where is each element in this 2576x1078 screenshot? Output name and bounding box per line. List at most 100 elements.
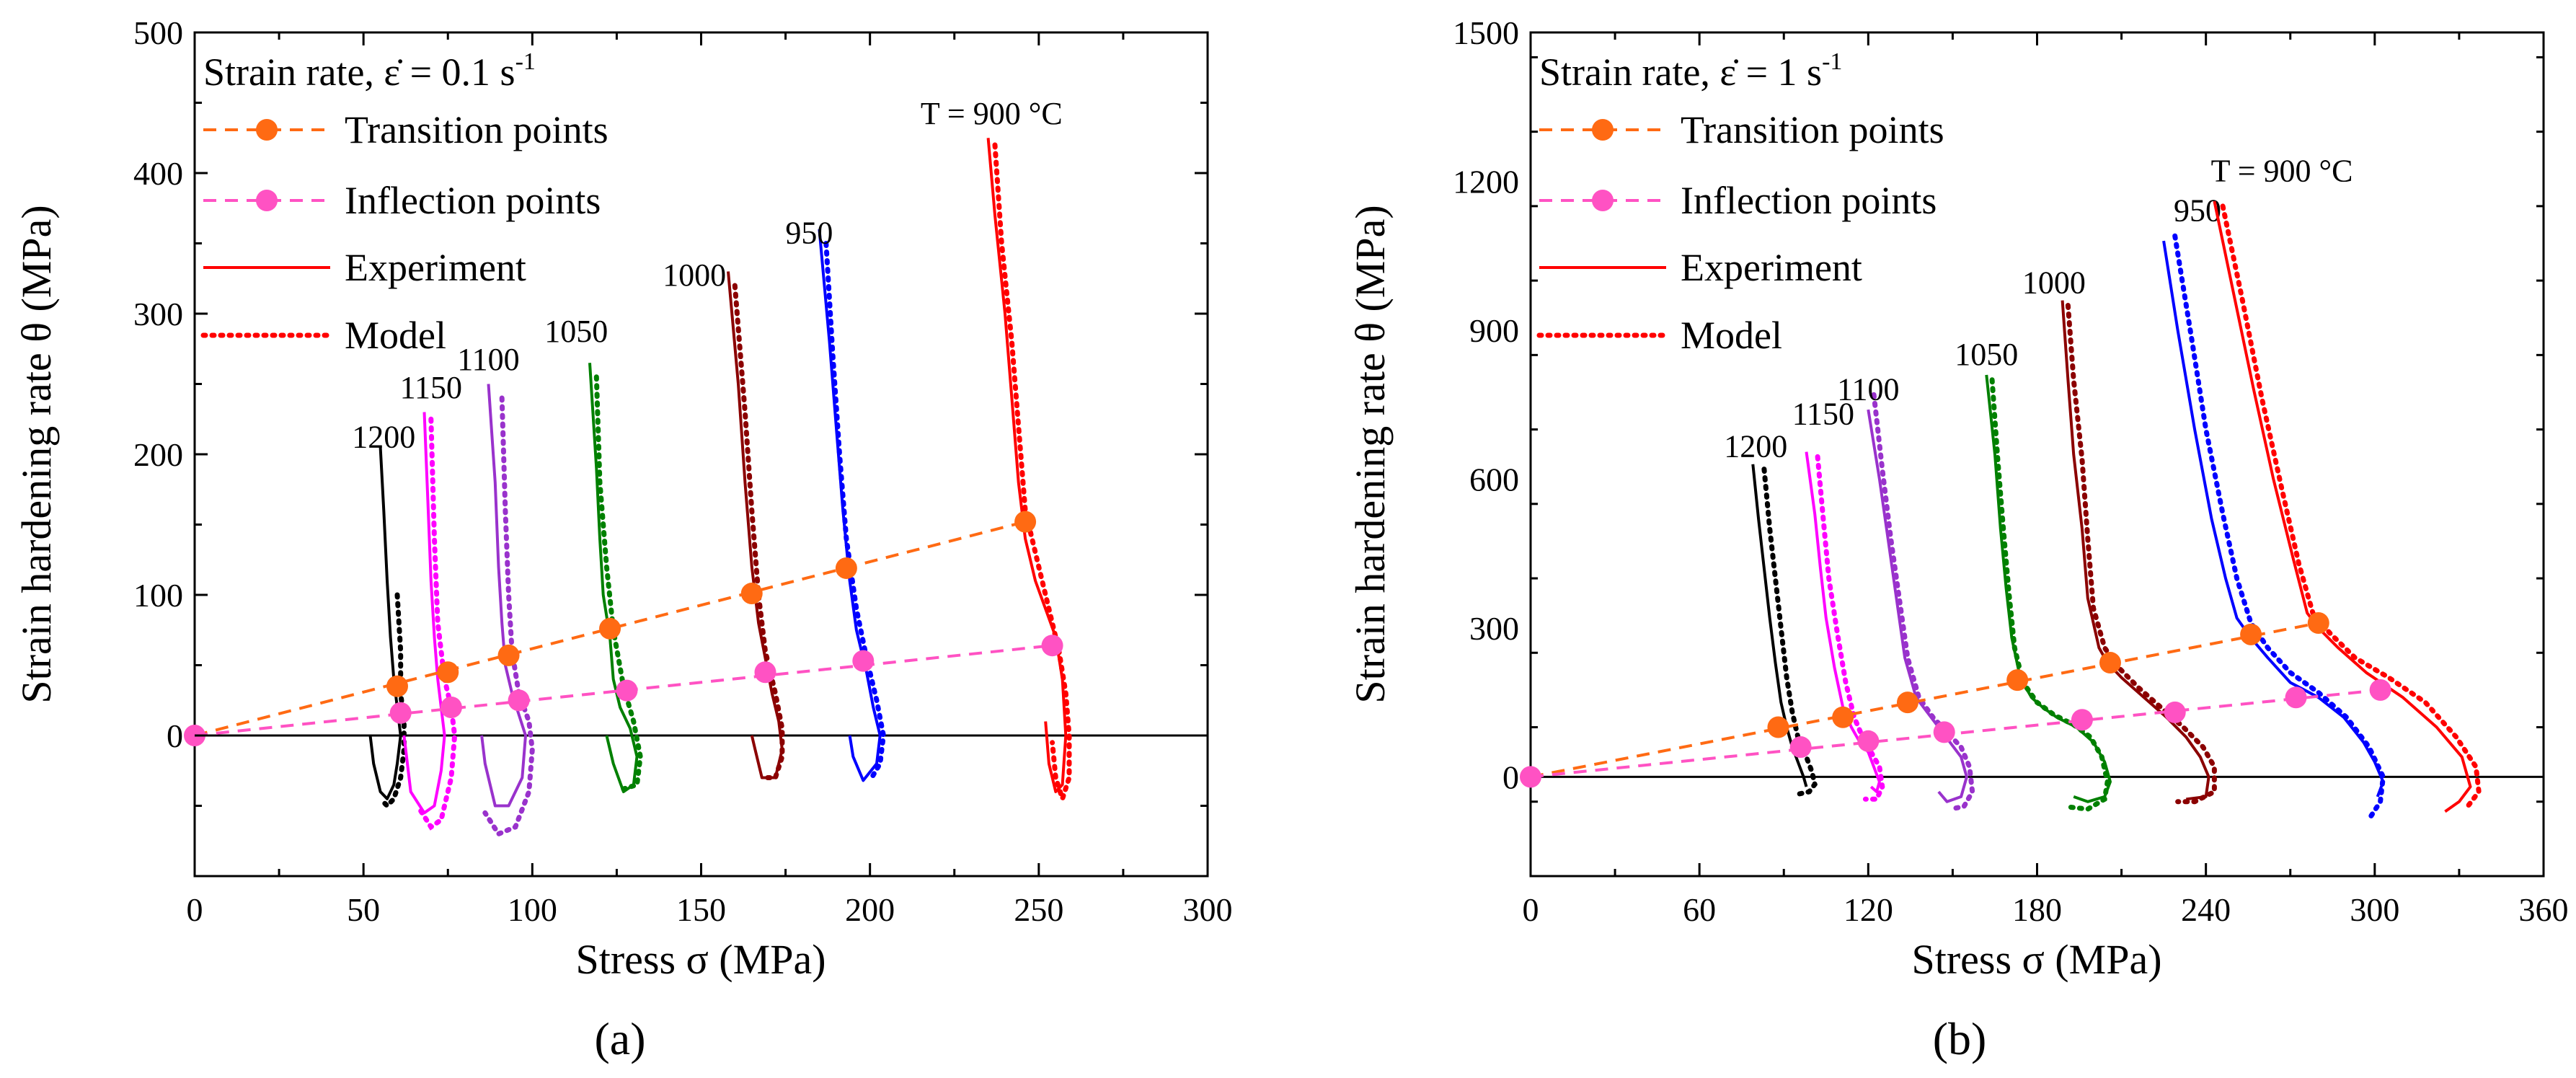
temperature-label-1000: 1000 bbox=[2022, 265, 2086, 300]
y-tick-label: 300 bbox=[1469, 610, 1519, 647]
temperature-label-1150: 1150 bbox=[1792, 397, 1854, 432]
plot-frame-b bbox=[1529, 31, 2545, 878]
transition-point bbox=[1767, 716, 1789, 738]
model-curve-950 bbox=[823, 241, 886, 783]
model-curve-1150 bbox=[1815, 454, 1885, 802]
legend-label-inflection-a: Inflection points bbox=[345, 179, 601, 222]
experiment-curve-900 bbox=[986, 138, 1068, 793]
inflection-point bbox=[852, 650, 875, 672]
y-tick-label: 1200 bbox=[1453, 163, 1519, 200]
experiment-curve-900 bbox=[2213, 200, 2472, 813]
legend-label-model-a: Model bbox=[345, 314, 446, 357]
transition-trend-line bbox=[194, 520, 1026, 737]
inflection-trend-line bbox=[1530, 688, 2381, 779]
legend-marker-inflection-b bbox=[1592, 190, 1614, 211]
inflection-point bbox=[616, 679, 638, 702]
experiment-curve-950 bbox=[2162, 240, 2385, 798]
temperature-label-1100: 1100 bbox=[457, 342, 519, 377]
model-curve-1100 bbox=[1871, 392, 1975, 812]
y-tick-label: 0 bbox=[1502, 759, 1519, 795]
inflection-trend-line bbox=[194, 644, 1053, 737]
x-axis-title-a: Stress σ (MPa) bbox=[575, 936, 826, 983]
experiment-curve-1000 bbox=[727, 271, 784, 779]
y-axis-title-a: Strain hardening rate θ (MPa) bbox=[13, 205, 60, 703]
transition-point bbox=[437, 661, 459, 684]
transition-point bbox=[386, 675, 408, 697]
experiment-curve-1200 bbox=[1751, 464, 1808, 787]
temperature-label-950: 950 bbox=[785, 216, 833, 251]
transition-point bbox=[1014, 511, 1037, 533]
y-tick-label: 100 bbox=[133, 577, 183, 614]
model-curve-950 bbox=[2172, 233, 2386, 822]
x-tick-label: 120 bbox=[1844, 891, 1893, 928]
x-tick-label: 250 bbox=[1014, 891, 1063, 928]
legend-a: Strain rate, ε̇ = 0.1 s-1 Transition poi… bbox=[200, 48, 608, 357]
model-curve-900 bbox=[992, 142, 1072, 808]
experiment-curve-1100 bbox=[480, 384, 527, 808]
inflection-point bbox=[2164, 701, 2186, 723]
panel-label-b: (b) bbox=[1933, 1013, 1987, 1064]
transition-point bbox=[2240, 623, 2262, 645]
y-tick-label: 500 bbox=[133, 14, 183, 51]
legend-marker-transition-a bbox=[256, 119, 278, 141]
y-tick-label: 200 bbox=[133, 436, 183, 473]
experiment-curve-1100 bbox=[1867, 409, 1968, 803]
transition-point bbox=[740, 583, 763, 605]
legend-label-experiment-a: Experiment bbox=[345, 246, 526, 289]
x-tick-label: 100 bbox=[508, 891, 557, 928]
model-curve-1100 bbox=[482, 395, 535, 837]
inflection-point bbox=[1857, 730, 1880, 752]
temperature-label-1000: 1000 bbox=[663, 257, 726, 293]
y-tick-label: 600 bbox=[1469, 461, 1519, 498]
x-tick-label: 60 bbox=[1683, 891, 1716, 928]
legend-title-a: Strain rate, ε̇ = 0.1 s-1 bbox=[203, 48, 536, 94]
x-tick-label: 300 bbox=[2350, 891, 2399, 928]
inflection-point bbox=[1520, 766, 1541, 788]
x-tick-label: 0 bbox=[1523, 891, 1539, 928]
inflection-point bbox=[2285, 686, 2307, 709]
transition-point bbox=[497, 644, 520, 666]
temperature-label-1200: 1200 bbox=[1724, 428, 1787, 464]
temperature-label-1050: 1050 bbox=[544, 314, 608, 349]
inflection-point bbox=[389, 702, 412, 724]
transition-point bbox=[1832, 706, 1854, 728]
inflection-point bbox=[440, 697, 462, 718]
experiment-curve-1150 bbox=[1805, 451, 1881, 793]
inflection-point bbox=[2369, 679, 2391, 701]
x-tick-label: 200 bbox=[845, 891, 895, 928]
y-tick-label: 1500 bbox=[1453, 14, 1519, 51]
model-curve-1050 bbox=[1989, 377, 2110, 812]
transition-trend-line bbox=[1530, 622, 2319, 779]
y-tick-label: 900 bbox=[1469, 312, 1519, 349]
x-axis-title-b: Stress σ (MPa) bbox=[1911, 936, 2161, 983]
x-tick-label: 180 bbox=[2012, 891, 2062, 928]
temperature-label-900: T = 900 °C bbox=[2211, 153, 2353, 188]
y-tick-label: 400 bbox=[133, 155, 183, 192]
experiment-curve-1050 bbox=[588, 363, 639, 793]
legend-b: Strain rate, ε̇ = 1 s-1 Transition point… bbox=[1536, 48, 1944, 357]
legend-title-b: Strain rate, ε̇ = 1 s-1 bbox=[1539, 48, 1842, 94]
x-tick-label: 240 bbox=[2181, 891, 2231, 928]
temperature-label-1200: 1200 bbox=[352, 419, 415, 454]
transition-point bbox=[1896, 692, 1918, 714]
x-tick-label: 0 bbox=[187, 891, 203, 928]
model-curve-1000 bbox=[2065, 303, 2217, 805]
transition-point bbox=[2307, 612, 2329, 634]
legend-label-inflection-b: Inflection points bbox=[1681, 179, 1937, 222]
inflection-point bbox=[1041, 635, 1063, 657]
experiment-curve-1200 bbox=[368, 447, 402, 800]
inflection-point bbox=[2071, 709, 2093, 731]
y-tick-label: 0 bbox=[167, 717, 183, 754]
inflection-point bbox=[754, 661, 776, 684]
x-tick-label: 50 bbox=[347, 891, 380, 928]
inflection-point bbox=[508, 689, 530, 712]
inflection-point bbox=[1789, 736, 1812, 759]
model-curve-900 bbox=[2220, 203, 2482, 810]
x-tick-label: 300 bbox=[1183, 891, 1233, 928]
temperature-label-950: 950 bbox=[2174, 193, 2221, 229]
legend-label-transition-b: Transition points bbox=[1681, 108, 1944, 151]
temperature-label-1150: 1150 bbox=[400, 370, 462, 405]
